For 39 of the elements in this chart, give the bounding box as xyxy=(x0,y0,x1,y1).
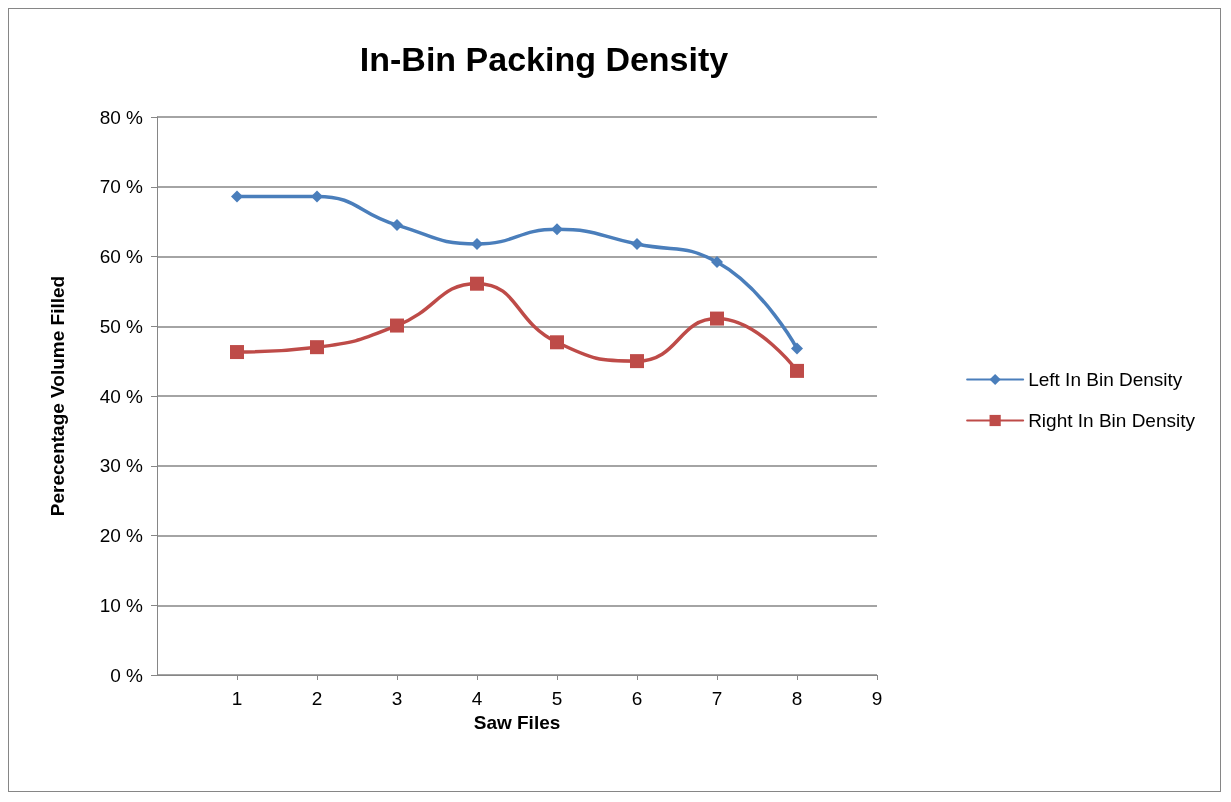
point xyxy=(790,363,804,378)
point xyxy=(550,335,564,350)
point xyxy=(311,190,323,203)
y-tick-label: 60 % xyxy=(99,246,144,267)
x-tick-label: 8 xyxy=(791,688,803,709)
point xyxy=(390,318,404,333)
x-tick-label: 5 xyxy=(551,688,563,709)
y-tick-label: 0 % xyxy=(110,664,144,686)
point xyxy=(391,219,403,232)
point xyxy=(710,311,724,326)
point xyxy=(231,190,243,203)
y-axis-title: Perecentage Volume Filled xyxy=(47,275,68,517)
point xyxy=(630,354,644,369)
legend-label: Left In Bin Density xyxy=(1028,369,1183,390)
x-tick-label: 4 xyxy=(471,688,483,709)
legend-label: Right In Bin Density xyxy=(1028,410,1196,431)
y-tick-label: 30 % xyxy=(99,455,144,477)
x-tick-label: 9 xyxy=(871,688,883,709)
y-tick-label: 80 % xyxy=(99,106,144,128)
y-tick-label: 20 % xyxy=(99,525,144,546)
point xyxy=(711,256,723,269)
y-tick-label: 10 % xyxy=(99,594,144,616)
x-tick-label: 1 xyxy=(231,688,243,709)
point xyxy=(471,237,483,250)
y-tick-label: 40 % xyxy=(99,385,144,407)
y-tick-label: 70 % xyxy=(99,176,144,198)
x-tick-label: 3 xyxy=(391,688,403,709)
x-axis-title: Saw Files xyxy=(473,712,561,733)
point xyxy=(551,223,563,236)
point xyxy=(310,340,324,355)
point xyxy=(470,276,484,291)
point xyxy=(631,237,643,250)
chart-title: In-Bin Packing Density xyxy=(359,40,729,78)
x-tick-label: 7 xyxy=(711,688,723,709)
point xyxy=(230,345,244,360)
y-tick-label: 50 % xyxy=(99,315,144,337)
x-tick-label: 6 xyxy=(631,688,643,709)
point xyxy=(791,342,803,355)
x-tick-label: 2 xyxy=(311,688,323,709)
